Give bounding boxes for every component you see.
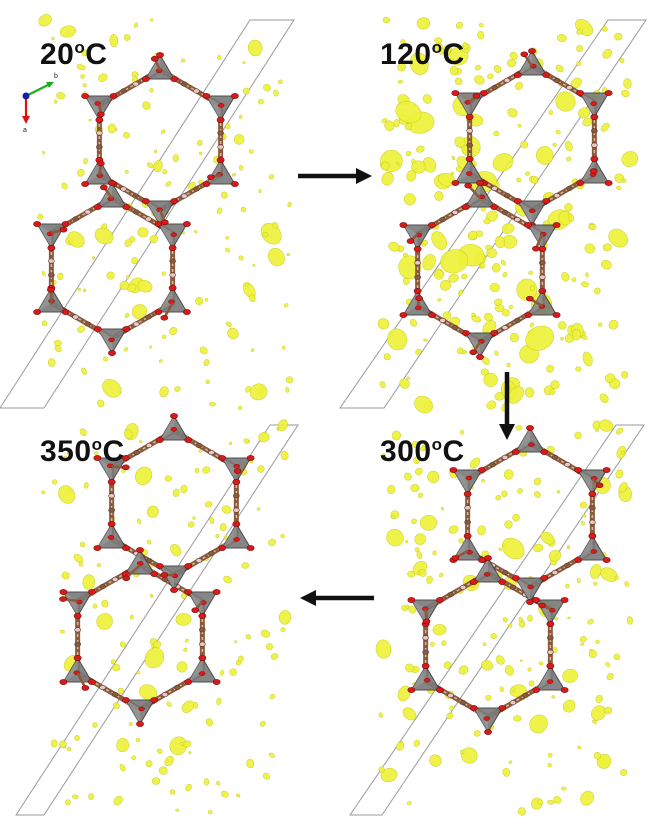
terminal-ligands xyxy=(59,464,242,691)
temperature-label-300c: 300oC xyxy=(380,435,465,468)
metal-node-tetrahedra xyxy=(407,425,611,735)
electron-density-blobs xyxy=(375,419,633,816)
structure-diagram-350c xyxy=(15,413,299,816)
terminal-ligands xyxy=(406,51,598,356)
degree-mark: o xyxy=(91,435,103,454)
temp-unit: C xyxy=(442,38,465,71)
degree-mark: o xyxy=(431,38,443,57)
electron-density-blobs xyxy=(37,14,294,411)
temp-value: 120 xyxy=(380,38,432,71)
temp-unit: C xyxy=(85,38,108,71)
arrow-down-icon xyxy=(499,372,515,440)
metal-node-tetrahedra xyxy=(59,413,255,727)
temperature-label-20c: 20oC xyxy=(40,38,108,71)
unit-cell-outline xyxy=(349,424,645,816)
panel-20c: 20oC xyxy=(0,0,300,415)
panel-300c: 300oC xyxy=(340,415,648,826)
crystal-axes-indicator: b a xyxy=(16,70,66,140)
panel-120c: 120oC xyxy=(339,0,648,415)
structure-diagram-120c xyxy=(339,17,647,414)
unit-cell-outline xyxy=(0,19,295,409)
degree-mark: o xyxy=(74,38,86,57)
arrow-left-icon xyxy=(300,590,374,606)
panel-350c: 350oC xyxy=(0,413,300,826)
temp-unit: C xyxy=(442,435,465,468)
temp-value: 350 xyxy=(40,435,92,468)
axes-icon xyxy=(22,82,54,124)
structure-diagram-300c xyxy=(349,419,645,816)
structure-diagram-20c xyxy=(0,14,295,411)
axis-a-label: a xyxy=(23,127,27,134)
arrow-right-icon xyxy=(298,168,372,184)
temp-unit: C xyxy=(102,435,125,468)
terminal-ligands xyxy=(47,56,221,321)
temp-value: 300 xyxy=(380,435,432,468)
unit-cell-outline xyxy=(15,424,299,816)
terminal-ligands xyxy=(422,478,604,625)
axis-b-label: b xyxy=(54,73,58,80)
temperature-label-120c: 120oC xyxy=(380,38,465,71)
temperature-label-350c: 350oC xyxy=(40,435,125,468)
degree-mark: o xyxy=(431,435,443,454)
unit-cell-outline xyxy=(339,19,647,409)
temp-value: 20 xyxy=(40,38,75,71)
